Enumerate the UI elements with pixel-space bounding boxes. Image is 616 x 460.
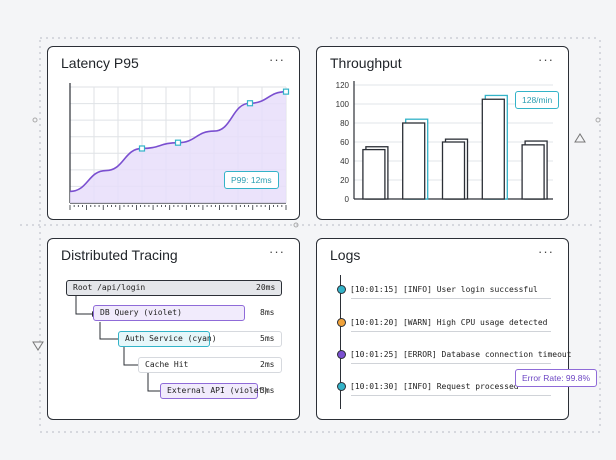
- latency-card: Latency P95 ··· P99: 12ms: [47, 46, 300, 220]
- throughput-y-tick-label: 0: [345, 195, 350, 204]
- span-db-query-bar[interactable]: DB Query (violet): [93, 305, 245, 321]
- latency-point: [174, 139, 182, 146]
- throughput-bar: [521, 144, 545, 200]
- throughput-title: Throughput: [330, 55, 402, 71]
- throughput-tooltip: 128/min: [515, 91, 560, 109]
- more-horizontal-icon[interactable]: ···: [269, 244, 285, 259]
- log-divider: [351, 395, 551, 396]
- triangle-down-icon: [32, 341, 44, 351]
- logs-title: Logs: [330, 247, 361, 263]
- span-root-bar[interactable]: Root /api/login: [66, 280, 282, 296]
- latency-point: [138, 145, 146, 152]
- more-horizontal-icon[interactable]: ···: [269, 52, 285, 67]
- more-horizontal-icon[interactable]: ···: [538, 244, 554, 259]
- span-box-outline: [210, 331, 282, 347]
- latency-title: Latency P95: [61, 55, 139, 71]
- span-row[interactable]: Auth Service (cyan) 5ms: [48, 331, 301, 347]
- log-entry[interactable]: [10:01:20] [WARN] High CPU usage detecte…: [337, 315, 557, 332]
- latency-chart: [69, 83, 290, 210]
- triangle-up-icon: [574, 133, 586, 143]
- latency-point: [246, 100, 254, 107]
- warn-dot-icon: [337, 318, 346, 327]
- log-timeline-line: [340, 275, 342, 409]
- latency-point: [282, 88, 290, 95]
- log-entry[interactable]: [10:01:25] [ERROR] Database connection t…: [337, 347, 572, 364]
- log-text: [10:01:30] [INFO] Request processed: [350, 382, 519, 391]
- info-dot-icon: [337, 285, 346, 294]
- log-divider: [351, 363, 551, 364]
- log-entry[interactable]: [10:01:30] [INFO] Request processed: [337, 379, 557, 396]
- span-duration: 8ms: [260, 308, 275, 317]
- throughput-y-tick-label: 120: [336, 81, 350, 90]
- logs-card: Logs ··· [10:01:15] [INFO] User login su…: [316, 238, 598, 420]
- error-rate-tooltip: Error Rate: 99.8%: [515, 369, 598, 387]
- span-duration: 3ms: [260, 386, 275, 395]
- span-cache-hit-bar[interactable]: Cache Hit: [138, 357, 282, 373]
- more-horizontal-icon[interactable]: ···: [538, 52, 554, 67]
- span-auth-service-bar[interactable]: Auth Service (cyan): [118, 331, 217, 347]
- latency-x-ticks: [69, 205, 287, 210]
- throughput-bar: [481, 98, 505, 200]
- throughput-y-tick-label: 80: [340, 119, 349, 128]
- span-row[interactable]: External API (violet) 3ms: [48, 383, 301, 399]
- throughput-card: Throughput ··· 0 20 40 60 80 100 120 128/min: [316, 46, 569, 220]
- throughput-chart: 0 20 40 60 80 100 120: [336, 81, 553, 204]
- throughput-y-tick-label: 20: [340, 176, 349, 185]
- tracing-title: Distributed Tracing: [61, 247, 178, 263]
- log-divider: [351, 331, 551, 332]
- span-duration: 20ms: [256, 283, 276, 292]
- log-text: [10:01:20] [WARN] High CPU usage detecte…: [350, 318, 548, 327]
- throughput-bar: [402, 122, 426, 200]
- throughput-bar: [362, 148, 386, 200]
- tracing-card: Distributed Tracing ··· Root /api/login …: [47, 238, 300, 420]
- throughput-y-tick-label: 100: [336, 100, 350, 109]
- log-text: [10:01:15] [INFO] User login successful: [350, 285, 538, 294]
- error-dot-icon: [337, 350, 346, 359]
- throughput-y-tick-label: 40: [340, 157, 349, 166]
- throughput-bar: [441, 141, 466, 200]
- log-divider: [351, 298, 551, 299]
- span-row[interactable]: DB Query (violet) 8ms: [48, 305, 301, 321]
- span-duration: 2ms: [260, 360, 275, 369]
- log-entry[interactable]: [10:01:15] [INFO] User login successful: [337, 282, 557, 299]
- span-row[interactable]: Root /api/login 20ms: [48, 280, 301, 296]
- log-text: [10:01:25] [ERROR] Database connection t…: [350, 350, 572, 359]
- span-external-api-bar[interactable]: External API (violet): [160, 383, 268, 399]
- span-row[interactable]: Cache Hit 2ms: [48, 357, 301, 373]
- latency-tooltip: P99: 12ms: [224, 171, 279, 189]
- info-dot-icon: [337, 382, 346, 391]
- span-duration: 5ms: [260, 334, 275, 343]
- throughput-y-tick-label: 60: [340, 138, 349, 147]
